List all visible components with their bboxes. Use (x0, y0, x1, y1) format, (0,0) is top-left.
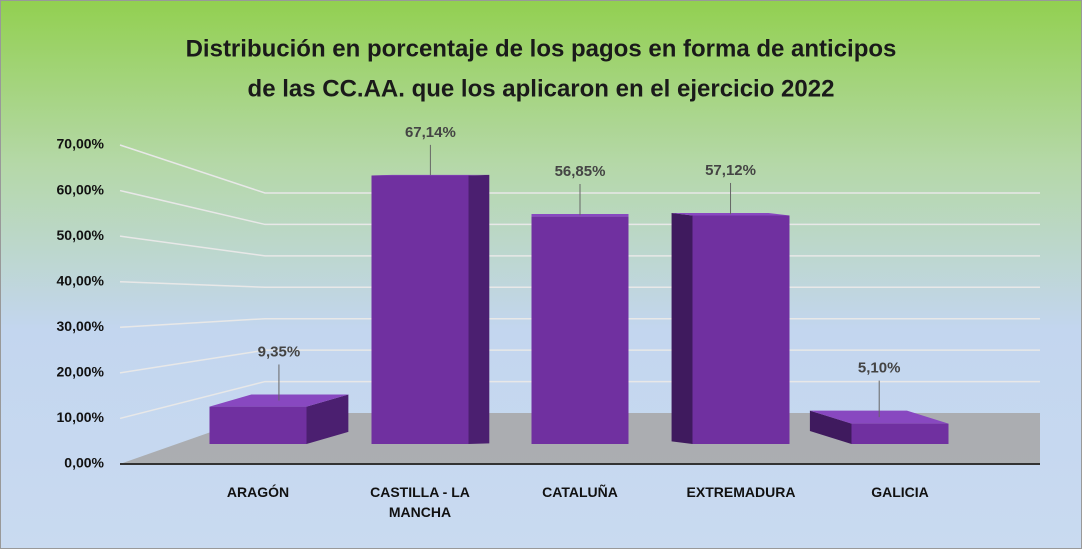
data-label: 9,35% (258, 343, 301, 360)
bar-side (468, 174, 490, 445)
data-label: 56,85% (555, 163, 606, 180)
grid-line (119, 144, 1040, 194)
y-tick-label: 70,00% (57, 136, 105, 152)
data-label: 5,10% (858, 360, 901, 377)
chart-title: de las CC.AA. que los aplicaron en el ej… (248, 75, 835, 102)
bar (371, 174, 490, 445)
bar (531, 213, 629, 444)
y-tick-label: 50,00% (57, 227, 105, 243)
bar-front (371, 175, 469, 444)
y-tick-label: 40,00% (57, 272, 105, 288)
y-tick-label: 20,00% (57, 364, 105, 380)
bar-side (306, 394, 349, 444)
bar-front (209, 406, 307, 444)
y-tick-label: 30,00% (57, 318, 105, 334)
y-tick-label: 0,00% (64, 455, 104, 471)
bar-side (671, 212, 693, 444)
y-tick-label: 10,00% (57, 409, 105, 425)
y-tick-label: 60,00% (57, 181, 105, 197)
x-tick-label: CASTILLA - LA MANCHA (370, 484, 470, 520)
data-label: 57,12% (705, 162, 756, 179)
x-tick-label: EXTREMADURA (686, 484, 796, 500)
bar (671, 212, 790, 444)
x-tick-label: GALICIA (871, 484, 929, 500)
bar-front (531, 216, 629, 444)
bar (209, 394, 349, 444)
bar-side (809, 410, 852, 444)
x-tick-label: CATALUÑA (542, 484, 618, 500)
bar-front (851, 423, 949, 444)
bar-front (692, 215, 790, 444)
x-tick-label: ARAGÓN (226, 484, 290, 500)
data-label: 67,14% (405, 124, 456, 141)
chart-title: Distribución en porcentaje de los pagos … (186, 35, 897, 62)
